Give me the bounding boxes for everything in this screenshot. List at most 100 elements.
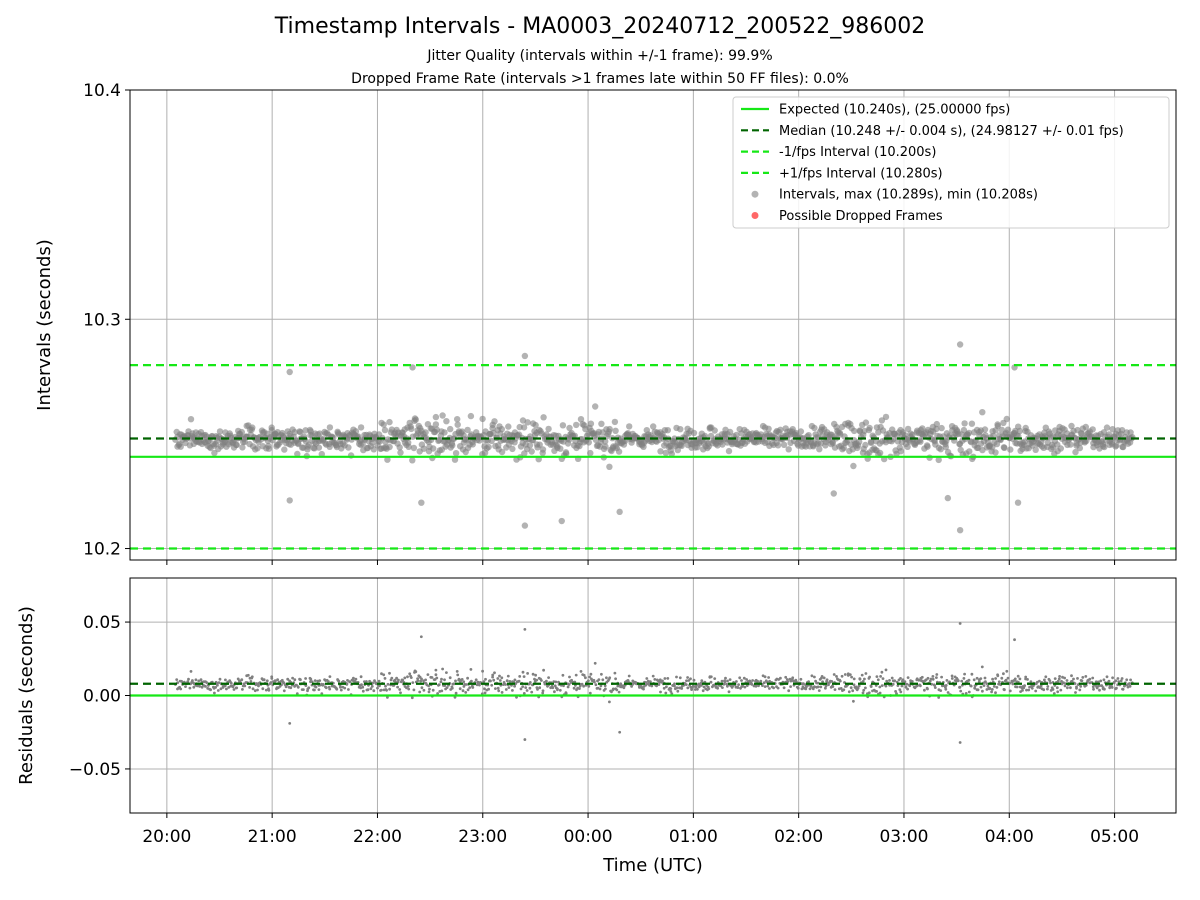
data-point	[754, 684, 758, 688]
data-point	[946, 691, 950, 694]
data-point	[1088, 677, 1092, 681]
data-point	[777, 426, 784, 433]
data-point	[680, 687, 684, 690]
data-point	[500, 676, 504, 680]
data-point	[969, 684, 973, 688]
data-point	[944, 684, 948, 687]
data-point	[1004, 426, 1012, 433]
data-point	[1075, 686, 1078, 690]
data-point	[1068, 422, 1075, 430]
data-point	[615, 688, 619, 692]
data-point	[192, 685, 196, 689]
data-point	[919, 425, 926, 432]
data-point	[339, 688, 343, 692]
data-point	[578, 687, 581, 690]
data-point	[211, 449, 218, 457]
data-point	[962, 677, 966, 680]
data-point	[906, 676, 910, 679]
data-point	[506, 674, 510, 678]
data-point	[388, 671, 391, 675]
data-point	[594, 683, 598, 687]
data-point	[187, 416, 195, 423]
data-point	[1056, 690, 1060, 694]
data-point	[376, 686, 379, 690]
data-point	[824, 686, 827, 690]
data-point	[750, 683, 754, 686]
data-point	[917, 438, 924, 445]
data-point	[557, 445, 564, 452]
data-point	[475, 683, 479, 687]
data-point	[847, 690, 851, 694]
data-point	[497, 689, 501, 693]
data-point	[188, 686, 192, 690]
data-point	[443, 678, 446, 682]
data-point	[1099, 679, 1103, 683]
data-point	[1098, 688, 1101, 692]
data-point	[852, 677, 856, 681]
data-point	[931, 675, 935, 678]
data-point	[1025, 688, 1028, 692]
data-point	[857, 684, 861, 688]
data-point	[566, 424, 573, 432]
data-point	[664, 427, 671, 434]
data-point	[935, 456, 942, 464]
data-point	[1057, 677, 1061, 681]
data-point	[799, 677, 803, 681]
data-point	[988, 686, 992, 690]
data-point	[1103, 687, 1106, 691]
data-point	[418, 499, 425, 506]
data-point	[850, 675, 853, 679]
data-point	[316, 430, 323, 437]
data-point	[559, 422, 567, 429]
data-point	[1129, 678, 1132, 682]
data-point	[939, 689, 943, 692]
data-point	[261, 687, 265, 691]
data-point	[1126, 685, 1130, 689]
data-point	[567, 683, 571, 686]
data-point	[979, 685, 983, 689]
data-point	[523, 738, 527, 741]
data-point	[839, 687, 843, 690]
data-point	[707, 687, 711, 691]
data-point	[864, 686, 867, 690]
data-point	[229, 681, 233, 685]
data-point	[673, 684, 676, 688]
data-point	[498, 679, 502, 682]
data-point	[891, 682, 895, 686]
dropped-frame-subtitle: Dropped Frame Rate (intervals >1 frames …	[351, 71, 849, 87]
data-point	[785, 446, 792, 453]
data-point	[1032, 446, 1039, 453]
data-point	[1089, 426, 1096, 433]
data-point	[862, 441, 869, 449]
data-point	[299, 678, 302, 682]
data-point	[534, 673, 537, 677]
data-point	[577, 416, 585, 423]
data-point	[959, 689, 963, 693]
data-point	[584, 676, 587, 680]
data-point	[377, 679, 381, 683]
data-point	[434, 668, 438, 672]
data-point	[784, 675, 788, 679]
data-point	[274, 679, 277, 683]
data-point	[233, 441, 240, 449]
data-point	[982, 684, 986, 687]
data-point	[686, 676, 689, 679]
data-point	[588, 691, 592, 695]
data-point	[1114, 679, 1118, 683]
data-points	[172, 341, 1136, 534]
data-point	[246, 673, 250, 677]
data-point	[687, 679, 691, 682]
data-point	[896, 684, 900, 687]
data-point	[996, 674, 1000, 678]
data-point	[530, 690, 534, 694]
data-point	[878, 691, 882, 695]
data-point	[726, 428, 734, 436]
data-point	[286, 368, 293, 376]
data-point	[830, 680, 834, 683]
data-point	[657, 683, 661, 686]
x-tick-label: 20:00	[142, 827, 191, 847]
data-point	[983, 676, 987, 680]
data-point	[547, 676, 550, 679]
x-tick-label: 05:00	[1090, 827, 1139, 847]
data-point	[650, 684, 654, 688]
